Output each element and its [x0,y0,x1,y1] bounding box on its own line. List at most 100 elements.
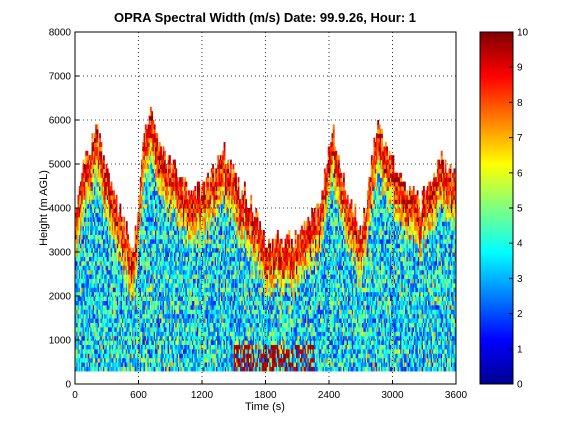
heatmap-cell [137,216,140,222]
heatmap-cell [209,357,212,363]
heatmap-cell [166,282,169,288]
heatmap-cell [113,216,115,222]
heatmap-cell [75,238,77,244]
heatmap-cell [190,269,193,275]
heatmap-cell [87,304,90,310]
heatmap-cell [143,146,146,152]
heatmap-cell [162,326,165,332]
heatmap-cell [134,362,137,367]
heatmap-cell [104,340,107,345]
heatmap-cell [105,168,108,174]
heatmap-cell [155,348,157,354]
heatmap-cell [215,186,218,191]
heatmap-cell [176,309,179,315]
heatmap-cell [146,309,148,315]
heatmap-cell [99,199,101,205]
heatmap-cell [202,212,204,218]
heatmap-cell [95,340,98,345]
heatmap-cell [144,282,147,288]
heatmap-cell [166,362,169,367]
heatmap-cell [210,353,213,359]
heatmap-cell [153,137,156,143]
heatmap-cell [113,208,115,213]
heatmap-cell [185,282,188,288]
heatmap-cell [151,318,154,323]
heatmap-cell [118,357,121,363]
heatmap-cell [151,278,154,284]
heatmap-cell [212,252,215,257]
heatmap-cell [156,216,159,222]
heatmap-cell [215,318,218,323]
heatmap-cell [158,282,161,288]
heatmap-cell [214,300,217,306]
heatmap-cell [99,150,101,156]
heatmap-cell [168,265,171,271]
heatmap-cell [134,247,137,253]
heatmap-cell [143,331,146,337]
heatmap-cell [195,212,198,218]
heatmap-cell [180,238,183,244]
heatmap-cell [120,326,123,332]
heatmap-cell [182,199,185,205]
heatmap-cell [182,326,185,332]
heatmap-cell [152,212,155,218]
heatmap-cell [157,344,160,350]
heatmap-cell [101,186,104,191]
heatmap-cell [81,216,84,222]
heatmap-cell [96,366,99,372]
heatmap-cell [134,252,137,257]
heatmap-cell [158,150,161,156]
heatmap-cell [116,335,119,341]
heatmap-cell [175,194,178,200]
heatmap-cell [174,318,176,323]
heatmap-cell [199,282,202,288]
heatmap-cell [113,225,115,231]
heatmap-cell [143,234,146,240]
heatmap-cell [142,274,145,279]
heatmap-cell [162,265,165,271]
heatmap-cell [185,344,188,350]
heatmap-cell [92,172,95,178]
heatmap-cell [130,357,133,363]
heatmap-cell [176,318,179,323]
heatmap-cell [214,230,217,235]
heatmap-cell [172,300,175,306]
heatmap-cell [141,190,143,196]
heatmap-cell [102,234,105,240]
heatmap-cell [114,212,117,218]
heatmap-cell [141,309,143,315]
heatmap-cell [114,291,117,297]
heatmap-cell [90,186,93,191]
heatmap-cell [127,291,129,297]
heatmap-cell [138,353,141,359]
heatmap-cell [114,199,117,205]
heatmap-cell [139,265,142,271]
heatmap-cell [105,190,108,196]
heatmap-cell [90,234,93,240]
heatmap-cell [188,265,190,271]
heatmap-cell [203,326,206,332]
heatmap-cell [210,216,213,222]
heatmap-cell [76,291,79,297]
heatmap-cell [87,335,90,341]
heatmap-cell [120,340,123,345]
heatmap-cell [135,353,138,359]
heatmap-cell [147,216,150,222]
heatmap-cell [190,278,193,284]
heatmap-cell [163,230,166,235]
heatmap-cell [102,353,105,359]
heatmap-cell [152,344,155,350]
heatmap-cell [111,194,114,200]
heatmap-cell [163,331,166,337]
heatmap-cell [95,225,98,231]
heatmap-cell [90,164,93,169]
heatmap-cell [155,366,157,372]
heatmap-cell [104,322,107,328]
heatmap-cell [149,106,152,112]
heatmap-cell [77,234,80,240]
heatmap-cell [189,366,192,372]
heatmap-cell [106,287,109,293]
heatmap-cell [96,124,99,130]
heatmap-cell [190,234,193,240]
